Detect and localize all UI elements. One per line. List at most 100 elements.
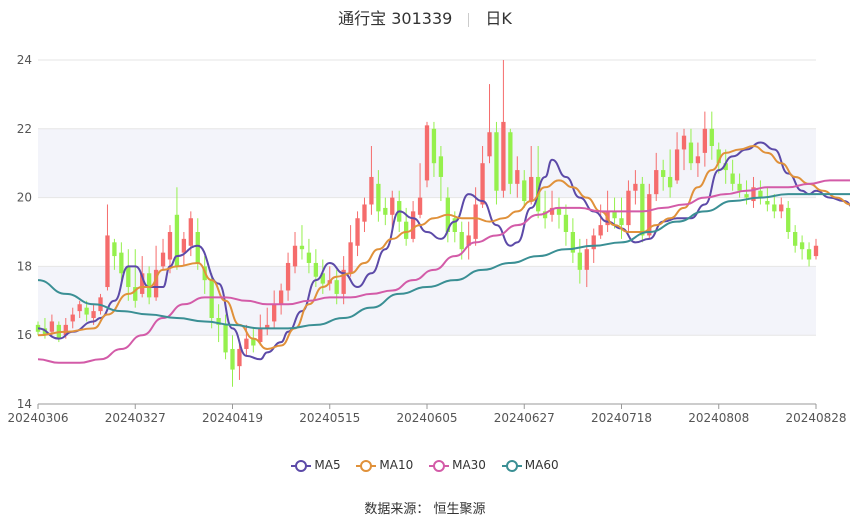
candle-body [355, 218, 360, 246]
candle-body [563, 214, 569, 232]
candle-body [612, 211, 617, 219]
legend: MA5 MA10 MA30 MA60 [0, 458, 850, 473]
candle-body [619, 218, 624, 226]
candle-body [709, 128, 714, 146]
candle-body [626, 190, 631, 226]
candle-body [751, 187, 756, 202]
candle-body [772, 204, 777, 212]
candle-body [459, 232, 464, 250]
candle-body [70, 314, 75, 322]
candle-body [244, 338, 249, 349]
candle-body [522, 180, 527, 202]
candle-body [640, 183, 645, 236]
candle-body [167, 232, 173, 260]
candle-body [702, 128, 708, 153]
candle-body [105, 235, 110, 288]
ma30-legend-icon [429, 459, 450, 472]
candle-body [786, 207, 791, 232]
candle-body [765, 201, 770, 205]
stock-name-code: 通行宝 301339 [338, 9, 453, 28]
candle-body [688, 142, 694, 164]
candle-body [362, 204, 367, 222]
candle-body [376, 183, 381, 212]
candle-body [529, 176, 534, 202]
candle-body [431, 128, 437, 164]
candle-body [133, 287, 138, 301]
y-tick-label: 18 [17, 259, 32, 273]
x-tick-label: 20240828 [785, 411, 846, 425]
candle-body [744, 194, 749, 198]
candle-body [251, 338, 256, 346]
candle-body [299, 245, 305, 250]
ma10-line [37, 144, 850, 350]
candle-body [758, 190, 763, 198]
title-separator [468, 12, 470, 27]
candle-body [209, 280, 214, 318]
x-tick-label: 20240718 [591, 411, 652, 425]
candle-body [598, 225, 603, 236]
candle-body [466, 235, 471, 246]
legend-item-ma60[interactable]: MA60 [501, 458, 559, 473]
candle-body [237, 348, 242, 367]
candle-body [487, 132, 492, 157]
candle-body [188, 218, 193, 246]
x-tick-label: 20240515 [299, 411, 360, 425]
candle-body [681, 135, 687, 150]
candle-body [438, 156, 444, 177]
candle-body [49, 321, 55, 332]
candle-body [216, 318, 221, 325]
candle-body [181, 238, 187, 253]
ma5-legend-icon [291, 459, 312, 472]
candle-body [313, 262, 319, 277]
grid-band [38, 266, 816, 336]
candle-body [674, 149, 680, 181]
candle-body [195, 232, 200, 263]
candle-body [306, 252, 312, 263]
candle-body [417, 197, 423, 215]
candle-body [348, 242, 353, 274]
candle-body [549, 207, 555, 215]
candle-body [140, 273, 145, 294]
candle-body [556, 207, 562, 215]
candle-body [153, 269, 159, 298]
candle-body [695, 156, 701, 164]
candle-body [230, 348, 235, 370]
candle-body [278, 290, 284, 305]
candle-body [584, 249, 589, 270]
ma30-line [37, 179, 850, 364]
candle-body [515, 170, 520, 184]
legend-item-ma30[interactable]: MA30 [429, 458, 486, 473]
candle-body [119, 252, 124, 274]
candle-body [424, 125, 430, 181]
candle-body [730, 173, 735, 184]
period-label: 日K [485, 9, 512, 28]
candle-body [508, 132, 513, 184]
legend-item-ma10[interactable]: MA10 [356, 458, 413, 473]
candle-body [799, 242, 805, 250]
candle-body [77, 304, 82, 312]
y-tick-label: 24 [17, 53, 32, 67]
candle-body [285, 262, 291, 291]
candle-body [84, 307, 89, 315]
candle-body [667, 176, 673, 188]
x-tick-label: 20240808 [688, 411, 749, 425]
candle-body [542, 211, 548, 219]
candle-body [737, 183, 742, 191]
ma60-line [37, 193, 850, 330]
candle-body [793, 232, 798, 246]
candle-body [160, 252, 166, 267]
candle-body [647, 194, 652, 236]
candle-body [320, 273, 325, 284]
x-tick-label: 20240327 [105, 411, 166, 425]
ma5-line [37, 141, 850, 361]
ma60-legend-icon [501, 459, 522, 472]
candle-body [806, 249, 812, 260]
candle-body [223, 324, 228, 353]
candle-body [410, 211, 416, 239]
candle-body [452, 218, 457, 232]
candle-body [126, 266, 131, 288]
legend-item-ma5[interactable]: MA5 [291, 458, 341, 473]
candle-body [404, 221, 409, 239]
candle-body [661, 170, 666, 177]
